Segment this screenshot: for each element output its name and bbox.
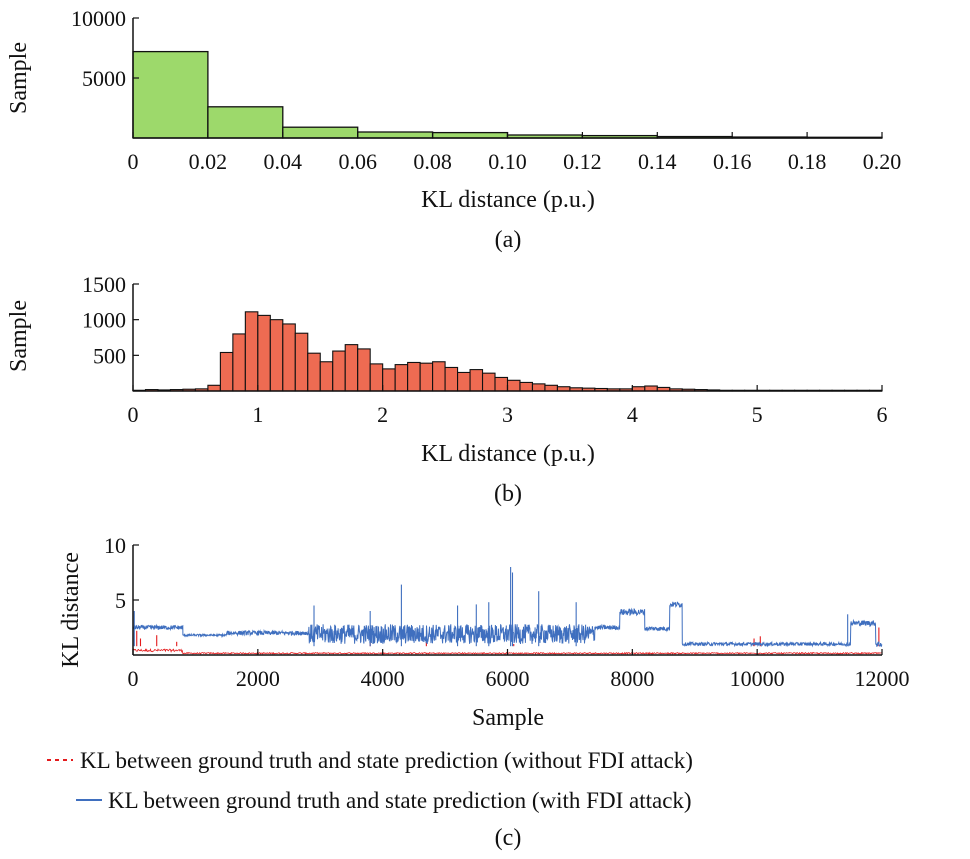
x-tick-label: 0.02 — [189, 149, 228, 174]
legend-label-without: KL between ground truth and state predic… — [80, 748, 693, 773]
y-tick-label: 10 — [104, 533, 126, 558]
histogram-b-bar — [469, 369, 484, 392]
histogram-b-bar — [294, 332, 309, 392]
histogram-b-bars — [132, 311, 883, 392]
y-tick-label: 500 — [93, 343, 126, 368]
panel-c-caption: (c) — [495, 825, 522, 851]
histogram-a-bar — [207, 106, 284, 139]
x-tick-label: 0.20 — [863, 149, 902, 174]
histogram-a-bar — [431, 131, 509, 139]
histogram-a-x-label: KL distance (p.u.) — [421, 187, 595, 213]
y-tick-label: 10000 — [71, 6, 126, 31]
histogram-b-y-label: Sample — [6, 300, 32, 372]
histogram-a-bars — [132, 50, 883, 139]
histogram-b-bar — [244, 311, 259, 392]
histogram-b-bar — [207, 384, 221, 392]
histogram-b-bar — [506, 379, 521, 392]
histogram-b-bar — [544, 384, 558, 392]
x-tick-label: 3 — [502, 402, 513, 427]
line-chart-c-y-label: KL distance — [58, 552, 84, 668]
x-tick-label: 1 — [252, 402, 263, 427]
x-tick-label: 2 — [377, 402, 388, 427]
series-with-fdi-line — [132, 601, 883, 648]
histogram-b-bar — [457, 371, 471, 392]
histogram-b: 0 1 2 3 4 5 6 500 1000 1500 KL distance (p.u.) S… — [6, 272, 888, 507]
x-tick-label: 5 — [752, 402, 763, 427]
x-tick-label: 12000 — [855, 666, 910, 691]
line-chart-c-x-label: Sample — [472, 705, 544, 731]
y-tick-label: 1500 — [82, 272, 126, 297]
histogram-b-bar — [394, 364, 409, 392]
x-tick-label: 10000 — [730, 666, 785, 691]
histogram-b-x-label: KL distance (p.u.) — [421, 441, 595, 467]
x-tick-label: 0.18 — [788, 149, 827, 174]
histogram-b-bar — [519, 381, 534, 392]
histogram-a-bar — [132, 50, 209, 139]
x-tick-label: 0.06 — [338, 149, 377, 174]
histogram-b-bar — [481, 372, 496, 392]
line-chart-c-x-ticks: 0 2000 4000 6000 8000 10000 12000 — [128, 649, 910, 691]
histogram-b-bar — [282, 323, 296, 392]
x-tick-label: 0.04 — [264, 149, 303, 174]
histogram-a-bar — [282, 126, 359, 139]
x-tick-label: 0.14 — [638, 149, 677, 174]
histogram-a-x-ticks: 0 0.02 0.04 0.06 0.08 0.10 0.12 0.14 0.16 0.18 0.2… — [128, 132, 902, 174]
histogram-b-bar — [531, 383, 546, 392]
histogram-b-bar — [407, 361, 421, 392]
histogram-b-bar — [319, 361, 334, 392]
x-tick-label: 8000 — [610, 666, 654, 691]
histogram-b-bar — [307, 352, 321, 392]
histogram-b-bar — [369, 363, 384, 392]
x-tick-label: 0 — [128, 402, 139, 427]
histogram-b-bar — [432, 361, 446, 392]
histogram-b-bar — [257, 314, 271, 392]
histogram-b-bar — [269, 319, 284, 392]
y-tick-label: 5 — [115, 588, 126, 613]
histogram-b-bar — [419, 362, 434, 392]
histogram-b-bar — [444, 366, 459, 392]
histogram-b-bar — [382, 368, 396, 392]
y-tick-label: 1000 — [82, 308, 126, 333]
histogram-b-y-ticks: 500 1000 1500 — [82, 272, 139, 368]
histogram-b-bar — [357, 348, 371, 392]
line-chart-c-series — [132, 567, 883, 655]
histogram-b-bar — [232, 333, 246, 392]
x-tick-label: 0.08 — [413, 149, 452, 174]
line-chart-c-y-ticks: 5 10 — [104, 533, 139, 613]
histogram-a-y-label: Sample — [6, 42, 32, 114]
histogram-a-y-ticks: 5000 10000 — [71, 6, 139, 91]
x-tick-label: 0.16 — [713, 149, 752, 174]
histogram-b-bar — [344, 344, 359, 392]
x-tick-label: 4 — [627, 402, 638, 427]
x-tick-label: 2000 — [236, 666, 280, 691]
histogram-b-bar — [332, 350, 346, 392]
panel-a-caption: (a) — [495, 227, 522, 253]
y-tick-label: 5000 — [82, 66, 126, 91]
line-chart-c: 0 2000 4000 6000 8000 10000 12000 5 10 Sample K… — [47, 533, 910, 851]
legend: KL between ground truth and state predic… — [47, 748, 693, 813]
histogram-b-x-ticks: 0 1 2 3 4 5 6 — [128, 385, 888, 427]
x-tick-label: 6 — [877, 402, 888, 427]
x-tick-label: 0.10 — [488, 149, 527, 174]
x-tick-label: 0 — [128, 666, 139, 691]
histogram-b-bar — [219, 351, 234, 392]
x-tick-label: 0.12 — [563, 149, 602, 174]
legend-label-with: KL between ground truth and state predic… — [108, 788, 692, 813]
panel-b-caption: (b) — [494, 481, 522, 507]
histogram-a: 0 0.02 0.04 0.06 0.08 0.10 0.12 0.14 0.16 0.18 0.2… — [6, 6, 901, 253]
histogram-a-bar — [357, 131, 434, 139]
x-tick-label: 4000 — [361, 666, 405, 691]
x-tick-label: 6000 — [486, 666, 530, 691]
histogram-b-bar — [494, 376, 509, 392]
x-tick-label: 0 — [128, 149, 139, 174]
